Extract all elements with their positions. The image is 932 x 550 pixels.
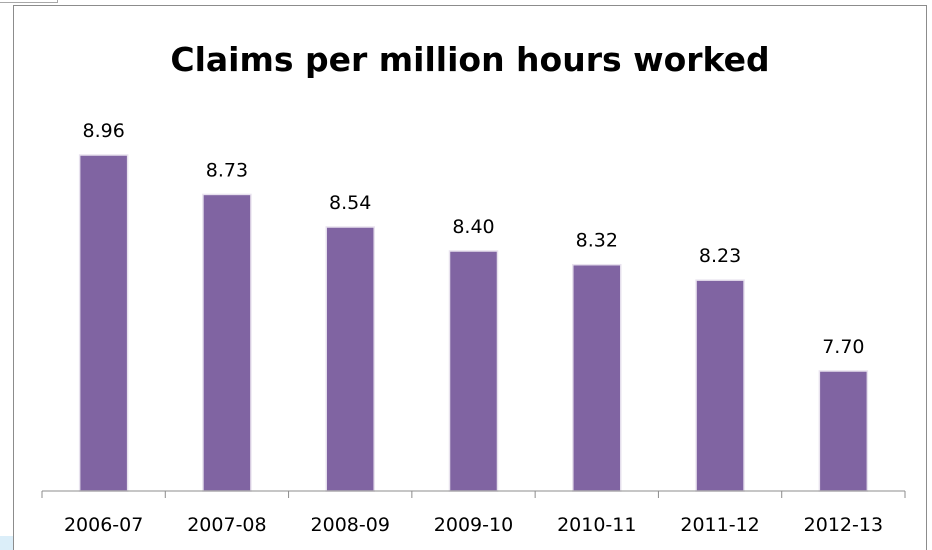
spreadsheet-cell-top-left <box>0 0 58 3</box>
data-label-2007-08: 8.73 <box>206 159 248 181</box>
x-tick-label-2009-10: 2009-10 <box>434 514 513 536</box>
data-label-2009-10: 8.40 <box>452 216 494 238</box>
x-tick-label-2011-12: 2011-12 <box>680 514 759 536</box>
x-tick-label-2010-11: 2010-11 <box>557 514 636 536</box>
bar-2006-07[interactable] <box>78 154 129 492</box>
bar-2008-09[interactable] <box>325 226 375 492</box>
category-axis: 2006-07 2007-08 2008-09 2009-10 2010-11 2011-… <box>41 490 906 536</box>
data-labels-layer: 8.96 8.73 8.54 8.40 8.32 8.23 7.70 <box>82 120 864 358</box>
bars-layer <box>78 154 869 492</box>
data-label-2008-09: 8.54 <box>329 192 371 214</box>
data-label-2012-13: 7.70 <box>822 336 864 358</box>
bar-2012-13[interactable] <box>818 370 869 492</box>
data-label-2010-11: 8.32 <box>576 230 618 252</box>
x-tick-label-2012-13: 2012-13 <box>804 514 883 536</box>
chart-title: Claims per million hours worked <box>170 40 770 79</box>
x-tick-label-2007-08: 2007-08 <box>187 514 266 536</box>
spreadsheet-cell-bottom-left <box>0 536 13 550</box>
data-label-2011-12: 8.23 <box>699 245 741 267</box>
bar-2007-08[interactable] <box>202 193 252 492</box>
bar-2010-11[interactable] <box>572 263 622 492</box>
bar-2009-10[interactable] <box>448 250 499 492</box>
x-tick-label-2006-07: 2006-07 <box>64 514 143 536</box>
x-tick-label-2008-09: 2008-09 <box>311 514 390 536</box>
data-label-2006-07: 8.96 <box>82 120 124 142</box>
bar-2011-12[interactable] <box>695 279 745 492</box>
